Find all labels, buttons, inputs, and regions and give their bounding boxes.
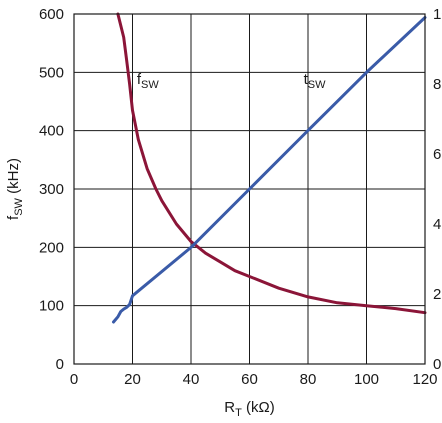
- x-axis-label: RT (kΩ): [224, 399, 274, 419]
- y-left-axis-label: fSW (kHz): [5, 158, 25, 220]
- y-right-tick-label: 10: [433, 6, 442, 23]
- plot-area-frame: [73, 13, 426, 365]
- x-tick-label: 120: [412, 371, 437, 388]
- series-label-fsw: fSW: [137, 71, 160, 91]
- series-line-tsw: [112, 16, 427, 324]
- y-left-tick-label: 400: [39, 123, 64, 140]
- x-tick-label: 100: [354, 371, 379, 388]
- x-tick-label: 60: [241, 371, 258, 388]
- y-right-tick-label: 4: [433, 216, 441, 233]
- series-label-tsw: tSW: [304, 71, 327, 91]
- y-right-tick-label: 6: [433, 146, 441, 163]
- y-right-tick-label: 8: [433, 76, 441, 93]
- x-tick-label: 40: [183, 371, 200, 388]
- x-tick-label: 0: [70, 371, 78, 388]
- y-left-tick-label: 600: [39, 6, 64, 23]
- y-left-tick-label: 500: [39, 64, 64, 81]
- x-tick-label: 20: [124, 371, 141, 388]
- x-tick-label: 80: [300, 371, 317, 388]
- y-left-tick-label: 0: [56, 356, 64, 373]
- series-lines: [112, 12, 427, 324]
- y-left-tick-label: 200: [39, 239, 64, 256]
- y-left-tick-label: 300: [39, 181, 64, 198]
- tick-labels: 0 20 40 60 80 100 1200100200300400500600024681…: [39, 6, 442, 388]
- axis-and-series-labels: fSW tSW RT (kΩ) fSW (kHz): [5, 71, 326, 419]
- y-right-tick-label: 2: [433, 286, 441, 303]
- y-left-tick-label: 100: [39, 298, 64, 315]
- y-right-tick-label: 0: [433, 356, 441, 373]
- series-line-fsw: [116, 12, 427, 315]
